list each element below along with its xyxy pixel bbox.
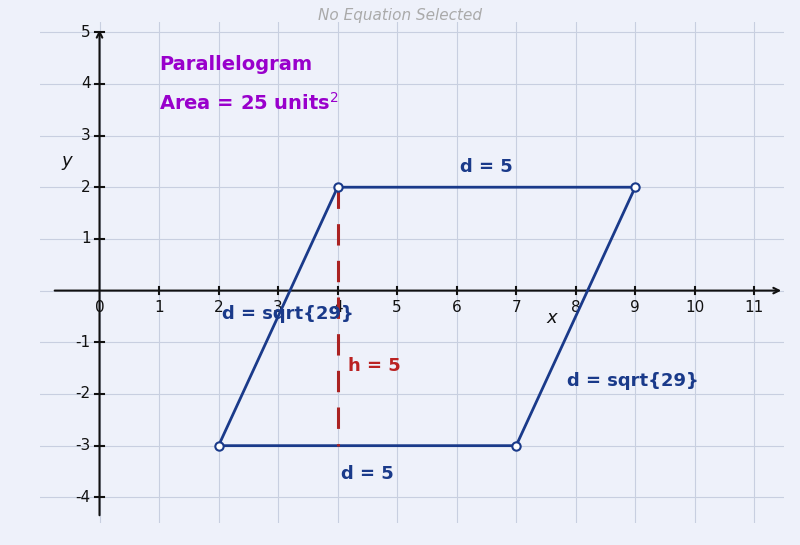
Text: 0: 0 [94, 300, 104, 315]
Text: 4: 4 [81, 76, 90, 92]
Text: d = 5: d = 5 [341, 465, 394, 483]
Text: -3: -3 [75, 438, 90, 453]
Text: No Equation Selected: No Equation Selected [318, 8, 482, 23]
Text: 4: 4 [333, 300, 342, 315]
Text: Area = 25 units$^2$: Area = 25 units$^2$ [159, 92, 338, 113]
Text: 9: 9 [630, 300, 640, 315]
Text: 8: 8 [571, 300, 581, 315]
Text: y: y [62, 153, 72, 171]
Text: 2: 2 [214, 300, 223, 315]
Text: -1: -1 [75, 335, 90, 350]
Text: 1: 1 [154, 300, 164, 315]
Text: 2: 2 [81, 180, 90, 195]
Text: x: x [546, 308, 557, 326]
Text: 11: 11 [745, 300, 764, 315]
Text: -4: -4 [75, 490, 90, 505]
Text: d = sqrt{29}: d = sqrt{29} [222, 305, 354, 323]
Text: d = 5: d = 5 [460, 158, 513, 176]
Text: 6: 6 [452, 300, 462, 315]
Text: 10: 10 [685, 300, 704, 315]
Text: 5: 5 [81, 25, 90, 40]
Text: -2: -2 [75, 386, 90, 402]
Text: 3: 3 [274, 300, 283, 315]
Text: 3: 3 [81, 128, 90, 143]
Text: 7: 7 [511, 300, 521, 315]
Text: 1: 1 [81, 232, 90, 246]
Text: d = sqrt{29}: d = sqrt{29} [566, 372, 698, 390]
Text: 5: 5 [392, 300, 402, 315]
Text: h = 5: h = 5 [348, 356, 401, 374]
Text: Parallelogram: Parallelogram [159, 56, 312, 75]
